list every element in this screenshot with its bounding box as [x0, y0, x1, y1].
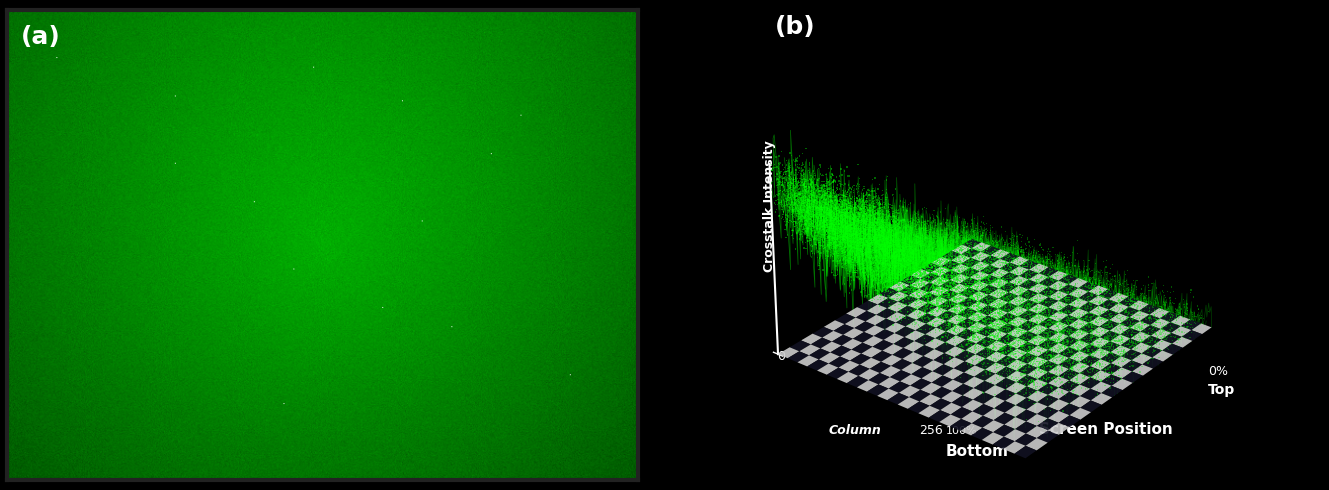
Text: Top: Top	[1208, 384, 1236, 397]
Text: Bottom: Bottom	[946, 444, 1009, 459]
Text: Column: Column	[828, 424, 881, 437]
Text: Screen Position: Screen Position	[1039, 422, 1174, 437]
Text: (a): (a)	[20, 25, 60, 49]
Text: 256: 256	[920, 424, 942, 437]
Text: 100%: 100%	[946, 426, 978, 436]
Text: (b): (b)	[775, 15, 815, 39]
Text: 0%: 0%	[1208, 365, 1228, 378]
Text: 0: 0	[777, 350, 785, 363]
Text: Crosstalk Intensity: Crosstalk Intensity	[763, 140, 776, 271]
